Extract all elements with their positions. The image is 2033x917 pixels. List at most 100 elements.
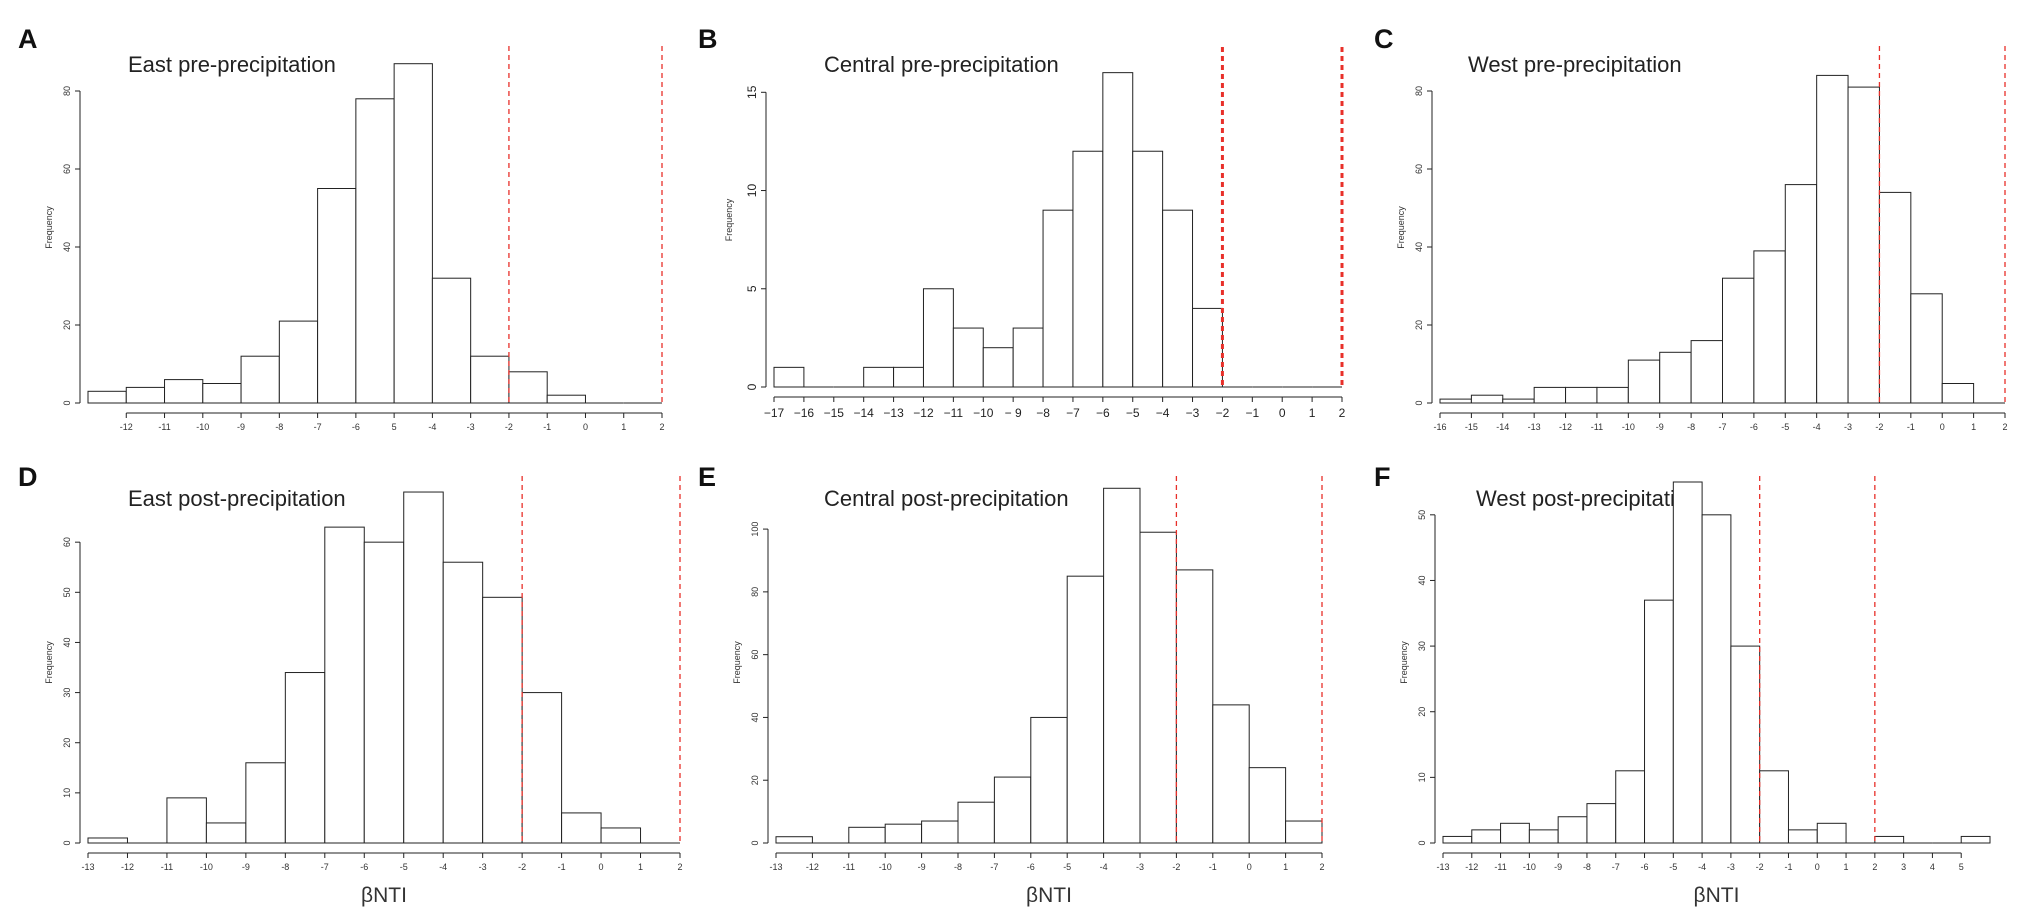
- histogram-bar: [982, 347, 1014, 388]
- x-tick-label: -13: [1528, 422, 1541, 432]
- histogram-bar: [957, 801, 995, 844]
- x-tick-label: -4: [1813, 422, 1821, 432]
- panel-letter: D: [18, 462, 38, 492]
- histogram-bar: [1042, 209, 1074, 388]
- x-tick-label: -13: [769, 862, 782, 872]
- y-axis-label: Frequency: [44, 641, 54, 684]
- y-tick-label: 60: [62, 537, 72, 547]
- y-tick-label: 10: [745, 184, 759, 198]
- histogram-bar: [1672, 481, 1703, 844]
- x-tick-label: 0: [1279, 406, 1286, 420]
- x-tick-label: 2: [2002, 422, 2007, 432]
- histogram-bar: [1132, 150, 1164, 388]
- x-tick-label: 1: [1971, 422, 1976, 432]
- y-tick-label: 20: [62, 320, 72, 330]
- histogram-bar: [442, 561, 484, 844]
- x-tick-label: −1: [1245, 406, 1259, 420]
- x-tick-label: -14: [1496, 422, 1509, 432]
- x-tick-label: 5: [1959, 862, 1964, 872]
- y-axis-label: Frequency: [1396, 206, 1406, 249]
- x-axis-label: βNTI: [1694, 884, 1740, 907]
- histogram-bar: [403, 491, 444, 844]
- x-tick-label: -9: [918, 862, 926, 872]
- x-tick-label: -1: [558, 862, 566, 872]
- histogram-bar: [1722, 277, 1755, 404]
- histogram-bar: [1470, 394, 1504, 404]
- x-tick-label: 1: [1283, 862, 1288, 872]
- histogram-bar: [482, 596, 523, 844]
- histogram-bar: [1175, 569, 1214, 844]
- x-tick-label: -12: [1465, 862, 1478, 872]
- histogram-bar: [1586, 803, 1617, 844]
- x-tick-label: -9: [237, 422, 245, 432]
- histogram-bar: [1212, 704, 1250, 844]
- histogram-bar: [164, 379, 204, 404]
- x-tick-label: -9: [1554, 862, 1562, 872]
- x-tick-label: 0: [599, 862, 604, 872]
- x-tick-label: -11: [1591, 422, 1603, 432]
- histogram-bar: [240, 355, 280, 404]
- y-tick-label: 40: [62, 242, 72, 252]
- histogram-bar: [1730, 645, 1761, 844]
- x-tick-label: -16: [1433, 422, 1446, 432]
- x-axis-label: βNTI: [361, 884, 407, 907]
- x-tick-label: −3: [1186, 406, 1200, 420]
- panel-title: Central post-precipitation: [824, 486, 1069, 511]
- histogram-bar: [921, 820, 959, 844]
- x-tick-label: -7: [321, 862, 329, 872]
- x-tick-label: 2: [1319, 862, 1324, 872]
- x-tick-label: -7: [1718, 422, 1726, 432]
- histogram-bar: [1627, 359, 1661, 404]
- y-tick-label: 20: [1417, 707, 1427, 717]
- x-tick-label: -4: [439, 862, 447, 872]
- x-tick-label: −13: [883, 406, 904, 420]
- histogram-bar: [848, 826, 886, 844]
- x-tick-label: -8: [1687, 422, 1695, 432]
- histogram-bar: [87, 390, 127, 404]
- histogram-bar: [324, 526, 365, 844]
- x-tick-label: -1: [1784, 862, 1792, 872]
- histogram-bar: [922, 288, 954, 388]
- histogram-bar: [1941, 383, 1975, 404]
- x-tick-label: −15: [824, 406, 845, 420]
- histogram-bar: [1753, 250, 1786, 404]
- histogram-bar: [863, 366, 895, 388]
- histogram-bar: [1533, 386, 1567, 404]
- x-tick-label: -1: [543, 422, 551, 432]
- x-tick-label: 0: [1247, 862, 1252, 872]
- histogram-bar: [1442, 835, 1473, 844]
- x-tick-label: -5: [400, 862, 408, 872]
- x-tick-label: -11: [161, 862, 173, 872]
- x-tick-label: -7: [314, 422, 322, 432]
- x-tick-label: -8: [281, 862, 289, 872]
- histogram-bar: [1878, 191, 1912, 404]
- x-tick-label: 5: [392, 422, 397, 432]
- histogram-bar: [1874, 835, 1905, 844]
- histogram-bar: [1787, 829, 1818, 844]
- histogram-bar: [355, 98, 395, 404]
- x-tick-label: -10: [1523, 862, 1536, 872]
- x-tick-label: -6: [1750, 422, 1758, 432]
- x-tick-label: −7: [1066, 406, 1080, 420]
- histogram-bar: [1659, 351, 1692, 404]
- x-tick-label: 1: [638, 862, 643, 872]
- histogram-bar: [431, 277, 472, 404]
- x-tick-label: -2: [1172, 862, 1180, 872]
- x-tick-label: -3: [479, 862, 487, 872]
- y-tick-label: 5: [745, 285, 759, 292]
- x-tick-label: -15: [1465, 422, 1478, 432]
- histogram-bar: [773, 366, 805, 388]
- x-tick-label: -7: [1612, 862, 1620, 872]
- panel-title: West pre-precipitation: [1468, 52, 1682, 77]
- panel-letter: F: [1374, 462, 1391, 492]
- panel-letter: E: [698, 462, 716, 492]
- x-tick-label: -5: [1781, 422, 1789, 432]
- histogram-bar: [1565, 386, 1598, 404]
- y-tick-label: 30: [1417, 641, 1427, 651]
- histogram-bar: [884, 823, 923, 844]
- x-tick-label: 1: [621, 422, 626, 432]
